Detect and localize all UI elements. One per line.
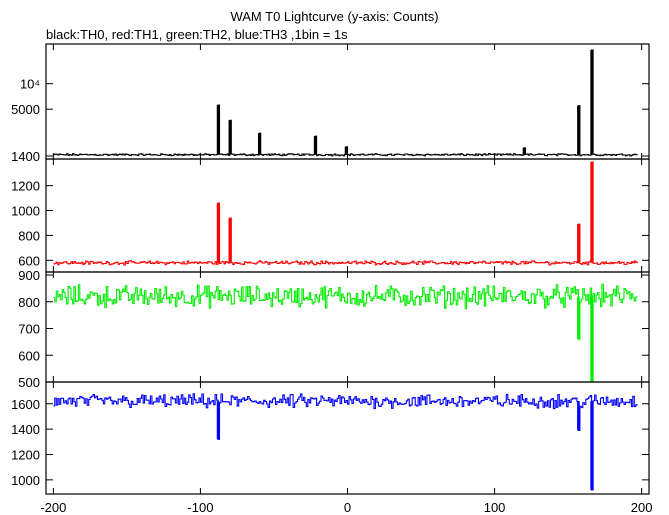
x-tick-label-2: 0 [344, 500, 351, 515]
y-tick-label-th2-0: 500 [18, 375, 40, 390]
series-line-th2 [53, 283, 638, 383]
y-tick-label-th3-0: 1000 [11, 473, 40, 488]
y-tick-label-th2-4: 900 [18, 268, 40, 283]
chart-title: WAM T0 Lightcurve (y-axis: Counts) [230, 9, 439, 24]
series-line-th0 [53, 49, 638, 157]
panel-frame-th1 [45, 158, 650, 273]
y-tick-label-th3-2: 1400 [11, 422, 40, 437]
y-tick-label-th1-1: 800 [18, 228, 40, 243]
panel-frame-th3 [45, 381, 650, 495]
panel-frame-th0 [45, 43, 650, 160]
y-tick-label-th0-1: 5000 [11, 102, 40, 117]
series-line-th1 [53, 161, 638, 266]
y-tick-label-th3-3: 1600 [11, 397, 40, 412]
series-line-th3 [53, 393, 638, 491]
x-tick-label-4: 200 [631, 500, 653, 515]
y-tick-label-th1-2: 1000 [11, 204, 40, 219]
y-tick-label-th2-3: 800 [18, 295, 40, 310]
x-tick-label-1: -100 [187, 500, 213, 515]
y-tick-label-th0-2: 10⁴ [20, 77, 40, 92]
y-tick-label-th3-1: 1200 [11, 447, 40, 462]
y-tick-label-th1-3: 1200 [11, 179, 40, 194]
x-tick-label-3: 100 [484, 500, 506, 515]
y-tick-label-th1-0: 600 [18, 253, 40, 268]
panel-frame-th2 [45, 271, 650, 383]
chart-subtitle: black:TH0, red:TH1, green:TH2, blue:TH3 … [46, 27, 348, 42]
y-tick-label-th2-1: 600 [18, 348, 40, 363]
y-tick-label-th2-2: 700 [18, 322, 40, 337]
x-tick-label-0: -200 [40, 500, 66, 515]
y-tick-label-th0-0: 1400 [11, 149, 40, 164]
